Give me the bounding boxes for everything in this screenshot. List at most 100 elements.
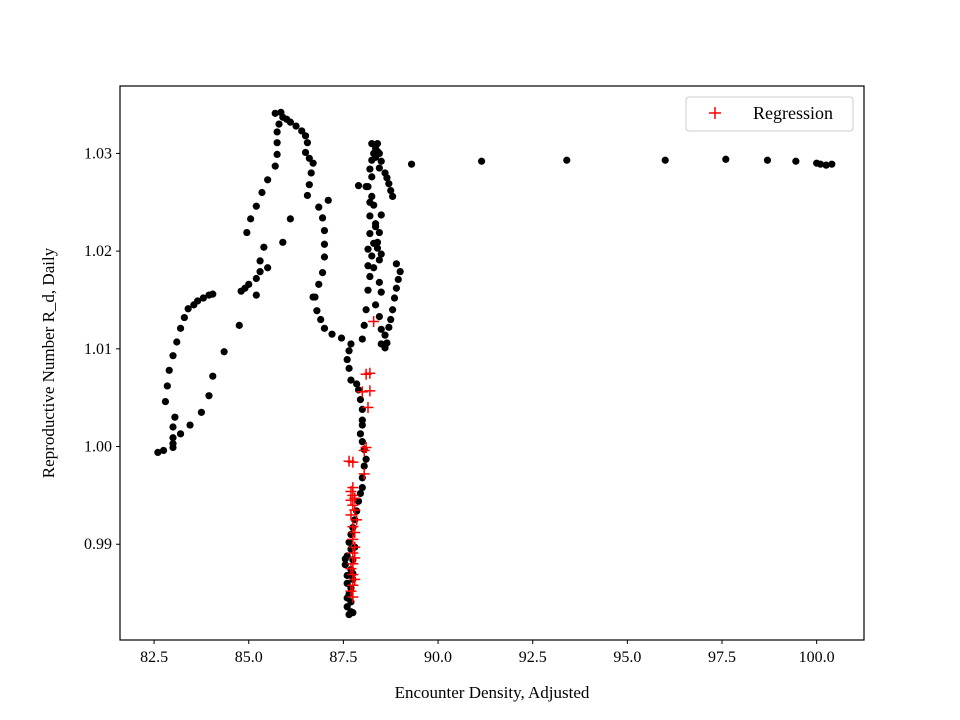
data-point [358, 483, 366, 492]
regression-point [349, 527, 361, 539]
regression-point [347, 533, 359, 545]
data-point [396, 268, 404, 276]
regression-point [368, 315, 380, 327]
data-point [320, 253, 329, 261]
data-point [387, 315, 395, 324]
y-tick-label: 1.02 [84, 243, 112, 260]
data-point [260, 243, 268, 251]
data-point [377, 250, 385, 258]
data-point [360, 321, 368, 329]
data-point [301, 132, 310, 140]
data-point [315, 203, 323, 211]
data-point [387, 186, 395, 195]
regression-point [349, 573, 361, 585]
data-point [722, 155, 730, 163]
data-point [305, 154, 313, 162]
data-point [163, 382, 171, 390]
data-point [362, 455, 370, 463]
data-point [349, 609, 357, 617]
data-point [389, 306, 397, 314]
data-point [347, 376, 355, 384]
data-point [320, 324, 329, 332]
data-point [763, 156, 772, 164]
data-point [816, 160, 825, 168]
x-axis-ticks: 82.5 85.0 87.5 90.0 92.5 95.0 97.5 100.0 [140, 640, 835, 666]
axes-frame [119, 85, 865, 641]
data-point [383, 174, 391, 182]
data-point [385, 323, 393, 331]
data-point [301, 148, 310, 157]
data-point [356, 396, 365, 404]
data-point [375, 256, 383, 264]
regression-point [347, 499, 359, 511]
regression-point [360, 368, 372, 380]
data-point [362, 183, 370, 191]
data-point [298, 127, 306, 135]
data-point [373, 238, 382, 246]
regression-series [343, 315, 380, 603]
data-point [286, 118, 294, 126]
regression-point [349, 552, 361, 564]
x-tick-label: 95.0 [613, 649, 641, 666]
data-point [176, 430, 185, 438]
data-point [366, 198, 374, 206]
data-point [247, 215, 255, 223]
data-point [407, 160, 416, 168]
data-point [315, 280, 323, 288]
data-point [169, 352, 177, 360]
data-point [477, 157, 486, 165]
data-point [381, 331, 389, 339]
data-point [354, 497, 363, 505]
data-point [180, 313, 188, 322]
data-point [307, 169, 315, 177]
regression-point [347, 521, 359, 533]
data-point [252, 274, 260, 283]
y-tick-label: 1.00 [84, 439, 112, 456]
data-point [186, 421, 194, 429]
regression-point [364, 385, 376, 397]
data-point [256, 268, 264, 276]
legend-box [685, 96, 854, 132]
data-point [375, 312, 383, 321]
data-point [828, 160, 836, 168]
data-point [364, 262, 372, 270]
data-point [176, 324, 185, 332]
data-point [184, 305, 192, 313]
regression-point [351, 514, 363, 526]
data-point [377, 211, 385, 219]
data-point [159, 446, 168, 455]
x-axis-label: Encounter Density, Adjusted [395, 683, 590, 702]
data-point [358, 335, 366, 343]
data-point [385, 180, 393, 188]
data-point [303, 191, 312, 200]
regression-point [345, 509, 357, 521]
x-tick-label: 82.5 [140, 649, 168, 666]
data-point [279, 238, 287, 246]
regression-point [345, 563, 357, 575]
data-point [154, 448, 162, 457]
data-point [328, 330, 336, 338]
data-point [345, 538, 353, 546]
data-point [377, 157, 385, 165]
data-point [822, 161, 830, 169]
data-point [194, 297, 202, 305]
x-tick-label: 100.0 [799, 649, 835, 666]
data-point [368, 173, 376, 181]
x-tick-label: 92.5 [519, 649, 547, 666]
data-point [286, 215, 294, 223]
data-point [366, 229, 374, 238]
legend-regression-label: Regression [753, 103, 833, 123]
data-point [368, 192, 376, 201]
x-tick-label: 87.5 [329, 649, 357, 666]
data-point [252, 291, 260, 299]
data-point [375, 278, 383, 286]
data-point [383, 339, 391, 347]
data-point [273, 150, 281, 158]
regression-point [356, 386, 368, 398]
data-point [368, 140, 376, 148]
data-point [271, 109, 279, 117]
data-point [375, 228, 383, 237]
data-point [313, 307, 321, 315]
data-point [258, 188, 266, 197]
